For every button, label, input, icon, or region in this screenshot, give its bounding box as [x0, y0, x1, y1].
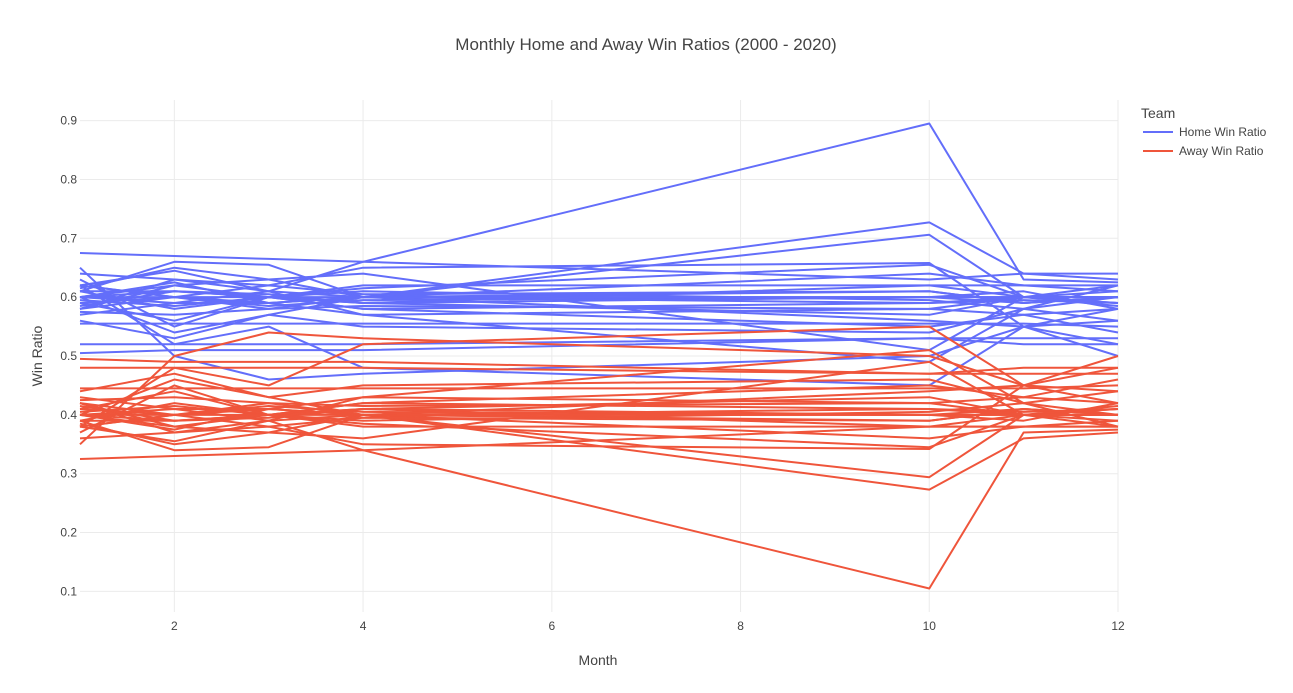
chart-title: Monthly Home and Away Win Ratios (2000 -… — [455, 35, 836, 54]
series-line[interactable] — [80, 322, 1119, 328]
y-tick-label: 0.6 — [60, 290, 77, 304]
series-line[interactable] — [79, 337, 1118, 355]
x-tick-label: 6 — [548, 619, 555, 633]
series-line[interactable] — [80, 284, 1118, 299]
legend-item-away[interactable]: Away Win Ratio — [1143, 144, 1264, 158]
legend: Team Home Win Ratio Away Win Ratio — [1141, 105, 1267, 158]
axis-ticks: 2 4 6 8 10 12 0.1 0.2 0.3 0.4 0.5 0.6 0.7 0.8 0.9 — [60, 114, 1125, 633]
y-axis-title: Win Ratio — [29, 325, 45, 386]
legend-label-away: Away Win Ratio — [1179, 144, 1264, 158]
series-line[interactable] — [80, 413, 1118, 428]
series-line[interactable] — [79, 278, 1119, 363]
series-line[interactable] — [80, 384, 1119, 390]
y-tick-label: 0.9 — [60, 114, 77, 128]
y-tick-label: 0.2 — [60, 526, 77, 540]
series-line[interactable] — [79, 325, 1119, 428]
series-home — [79, 122, 1119, 387]
plot-area — [79, 122, 1119, 590]
series-line[interactable] — [79, 419, 1119, 590]
series-line[interactable] — [79, 360, 1118, 440]
legend-item-home[interactable]: Home Win Ratio — [1143, 125, 1267, 139]
series-away — [79, 325, 1119, 590]
x-tick-label: 4 — [360, 619, 367, 633]
x-tick-label: 12 — [1111, 619, 1125, 633]
legend-title: Team — [1141, 105, 1175, 121]
x-tick-label: 2 — [171, 619, 178, 633]
y-tick-label: 0.1 — [60, 584, 77, 598]
y-tick-label: 0.8 — [60, 172, 77, 186]
y-tick-label: 0.7 — [60, 231, 77, 245]
series-line[interactable] — [79, 272, 1118, 352]
series-line[interactable] — [79, 357, 1118, 375]
y-tick-label: 0.3 — [60, 467, 77, 481]
y-tick-label: 0.5 — [60, 349, 77, 363]
legend-label-home: Home Win Ratio — [1179, 125, 1267, 139]
x-tick-label: 8 — [737, 619, 744, 633]
series-line[interactable] — [79, 349, 1119, 434]
y-tick-label: 0.4 — [60, 408, 77, 422]
series-line[interactable] — [79, 425, 1118, 460]
x-axis-title: Month — [579, 652, 618, 668]
series-line[interactable] — [79, 122, 1119, 293]
x-tick-label: 10 — [923, 619, 937, 633]
